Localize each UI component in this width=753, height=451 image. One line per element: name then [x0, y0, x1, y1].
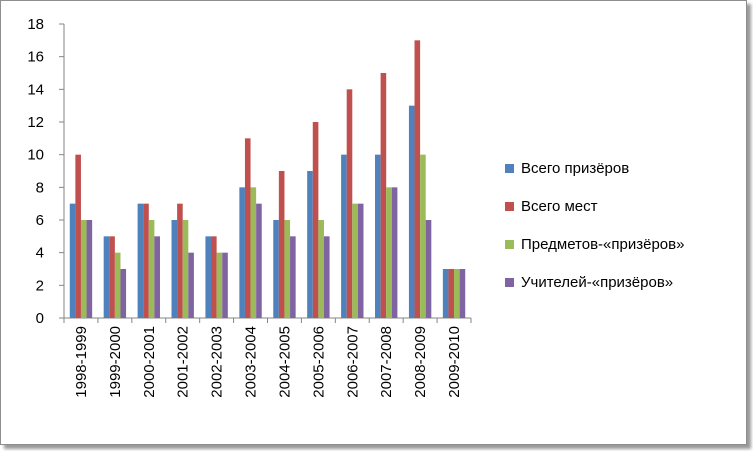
- bars: [69, 40, 466, 319]
- x-tick-label: 2000-2001: [141, 326, 158, 398]
- bar: [425, 220, 432, 318]
- x-tick-label: 1998-1999: [73, 326, 90, 398]
- bar: [459, 269, 466, 318]
- bar: [80, 220, 87, 318]
- bar: [239, 187, 245, 318]
- x-tick-label: 2005-2006: [310, 326, 327, 398]
- x-tick-label: 2007-2008: [378, 326, 395, 398]
- x-tick-label: 2004-2005: [276, 326, 293, 398]
- legend-label: Учителей-«призёров»: [521, 274, 673, 291]
- x-tick-label: 2006-2007: [344, 326, 361, 398]
- x-tick-label: 2009-2010: [446, 326, 463, 398]
- bar: [250, 187, 257, 318]
- bar: [408, 105, 415, 319]
- bar: [256, 203, 262, 318]
- x-tick-label: 1999-2000: [107, 326, 124, 398]
- bar: [414, 40, 421, 318]
- bar: [120, 269, 127, 318]
- x-tick-label: 2001-2002: [175, 326, 192, 398]
- bar: [352, 203, 358, 318]
- bar: [357, 203, 364, 318]
- bar: [346, 89, 353, 318]
- bar: [278, 171, 285, 318]
- chart-frame: [0, 0, 747, 445]
- bar: [75, 154, 81, 318]
- bar: [114, 252, 121, 318]
- bar: [244, 138, 251, 318]
- bar: [177, 203, 183, 318]
- bar: [182, 220, 189, 318]
- bar: [137, 203, 144, 318]
- bar: [273, 220, 279, 318]
- bar: [318, 220, 324, 318]
- bar: [323, 236, 330, 318]
- y-tick-label: 2: [36, 277, 44, 294]
- bar: [448, 269, 455, 318]
- y-tick-label: 10: [27, 147, 44, 164]
- bar: [148, 220, 155, 318]
- legend: Всего призёров Всего мест Предметов-«призё…: [505, 160, 684, 291]
- y-tick-label: 8: [36, 179, 44, 196]
- bar: [154, 236, 160, 318]
- y-tick-label: 14: [27, 81, 44, 98]
- bar: [171, 220, 178, 318]
- legend-swatch: [505, 202, 514, 211]
- legend-label: Всего призёров: [521, 160, 629, 177]
- bar: [103, 236, 110, 318]
- bar: [290, 236, 296, 318]
- bar: [216, 252, 223, 318]
- bar: [143, 203, 149, 318]
- y-tick-label: 16: [27, 49, 44, 66]
- legend-swatch: [505, 278, 514, 287]
- x-tick-label: 2008-2009: [412, 326, 429, 398]
- bar: [391, 187, 398, 318]
- bar: [420, 154, 426, 318]
- x-tick-label: 2002-2003: [209, 326, 226, 398]
- y-tick-label: 6: [36, 212, 44, 229]
- x-tick-label: 2003-2004: [243, 326, 260, 398]
- bar: [454, 269, 460, 318]
- bar: [442, 269, 449, 318]
- legend-label: Всего мест: [521, 198, 598, 215]
- bar: [380, 73, 387, 318]
- y-axis: 0 2 4 6 8 10 12 14 16 18: [27, 16, 65, 327]
- bar: [375, 154, 381, 318]
- y-tick-label: 0: [36, 310, 44, 327]
- bar: [69, 203, 76, 318]
- bar: [284, 220, 291, 318]
- bar: [341, 154, 347, 318]
- bar: [211, 236, 217, 318]
- bar: [307, 171, 313, 318]
- bar: [188, 252, 194, 318]
- y-tick-label: 4: [36, 245, 44, 262]
- x-axis: 1998-1999 1999-2000 2000-2001 2001-2002 2002…: [63, 317, 472, 398]
- bar: [205, 236, 212, 318]
- bar: [312, 122, 319, 318]
- bar: [86, 220, 93, 318]
- bar: [222, 252, 228, 318]
- bar: [109, 236, 115, 318]
- legend-swatch: [505, 164, 514, 173]
- bar: [386, 187, 392, 318]
- legend-swatch: [505, 240, 514, 249]
- legend-label: Предметов-«призёров»: [521, 236, 684, 253]
- y-tick-label: 18: [27, 16, 44, 33]
- y-tick-label: 12: [27, 114, 44, 131]
